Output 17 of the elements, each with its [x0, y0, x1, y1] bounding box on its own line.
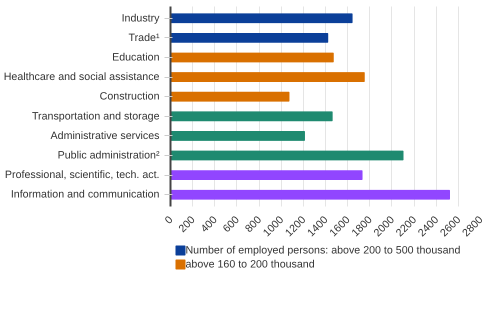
legend-label: above 160 to 200 thousand — [185, 258, 315, 270]
y-tick-label: Education — [112, 51, 160, 64]
y-tick-label: Construction — [100, 90, 160, 103]
legend-label: Number of employed persons: above 200 to 500 thousand — [185, 244, 460, 256]
y-tick-label: Transportation and storage — [32, 110, 160, 122]
y-tick-label: Information and communication — [10, 188, 160, 201]
y-tick-label: Industry — [122, 12, 160, 24]
y-tick-label: Public administration² — [58, 150, 160, 162]
x-tick-label: 0 — [162, 214, 176, 227]
x-tick-label: 400 — [198, 214, 220, 236]
x-tick-label: 800 — [242, 214, 264, 236]
y-tick-label: Healthcare and social assistance — [4, 71, 160, 84]
y-tick-label: Trade¹ — [128, 32, 160, 44]
x-tick-label: 600 — [220, 214, 242, 236]
x-tick-label: 200 — [176, 214, 198, 236]
y-tick-label: Professional, scientific, tech. act. — [4, 169, 160, 182]
y-tick-label: Administrative services — [50, 130, 160, 142]
